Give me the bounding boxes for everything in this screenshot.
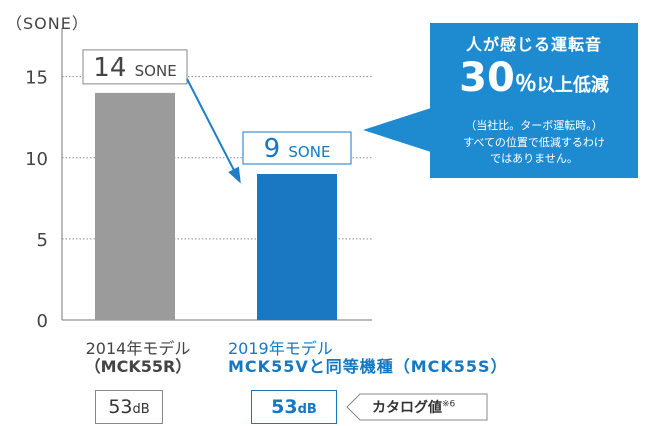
- db-value: 53: [108, 396, 133, 418]
- value-label: 9 SONE: [264, 134, 331, 164]
- value-label-box: [242, 131, 352, 165]
- category-label-2019-line2: MCK55Vと同等機種（MCK55S）: [228, 357, 508, 376]
- catalog-note-frame: [346, 393, 488, 421]
- value-label: 14 SONE: [93, 53, 176, 83]
- db-label-2014: 53dB: [95, 390, 163, 424]
- category-label-2014: 2014年モデル （MCK55R）: [68, 340, 208, 376]
- callout-title: 人が感じる運転音: [465, 35, 602, 54]
- decrease-arrow-head: [228, 166, 241, 184]
- callout-note-1: （当社比。ターボ運転時。）: [465, 119, 603, 132]
- category-label-2019-line1: 2019年モデル: [228, 339, 333, 358]
- category-label-2019: 2019年モデル MCK55Vと同等機種（MCK55S）: [228, 340, 508, 376]
- catalog-note-label: カタログ値: [372, 400, 442, 416]
- catalog-note-mark: ※6: [442, 399, 456, 410]
- callout-headline: 30％以上低減: [430, 55, 638, 101]
- value-label-number: 14: [93, 53, 134, 83]
- callout-note-2-line1: すべての位置で低減するわけ: [463, 136, 605, 149]
- callout-big-number: 30: [459, 55, 515, 101]
- category-label-2014-line1: 2014年モデル: [85, 339, 191, 358]
- value-label-box: [82, 49, 188, 85]
- bar-0: [95, 92, 175, 320]
- value-label-number: 9: [264, 134, 289, 164]
- value-label-unit: SONE: [135, 62, 177, 80]
- callout-rest: 以上低減: [536, 75, 609, 96]
- value-label-unit: SONE: [288, 143, 330, 161]
- category-label-2014-line2: （MCK55R）: [84, 357, 192, 376]
- callout-box: 人が感じる運転音 30％以上低減 （当社比。ターボ運転時。） すべての位置で低減…: [430, 23, 638, 178]
- callout-pointer: [363, 108, 431, 152]
- y-tick-label: 5: [37, 230, 48, 251]
- y-tick-label: 10: [25, 149, 48, 170]
- catalog-note-text: カタログ値※6: [372, 397, 455, 417]
- db-label-2019: 53dB: [251, 390, 337, 424]
- y-tick-label: 0: [37, 311, 48, 332]
- bar-1: [257, 174, 337, 320]
- callout-note-2: すべての位置で低減するわけ ではありません。: [430, 135, 638, 167]
- y-axis-unit: （SONE）: [6, 14, 89, 33]
- y-tick-label: 15: [25, 68, 48, 89]
- decrease-arrow-line: [186, 78, 240, 181]
- db-value: 53: [271, 396, 298, 418]
- catalog-note: カタログ値※6: [346, 393, 488, 421]
- db-unit: dB: [132, 402, 150, 417]
- callout-percent: ％: [514, 72, 537, 97]
- db-unit: dB: [297, 402, 317, 417]
- callout-note-2-line2: ではありません。: [490, 152, 578, 165]
